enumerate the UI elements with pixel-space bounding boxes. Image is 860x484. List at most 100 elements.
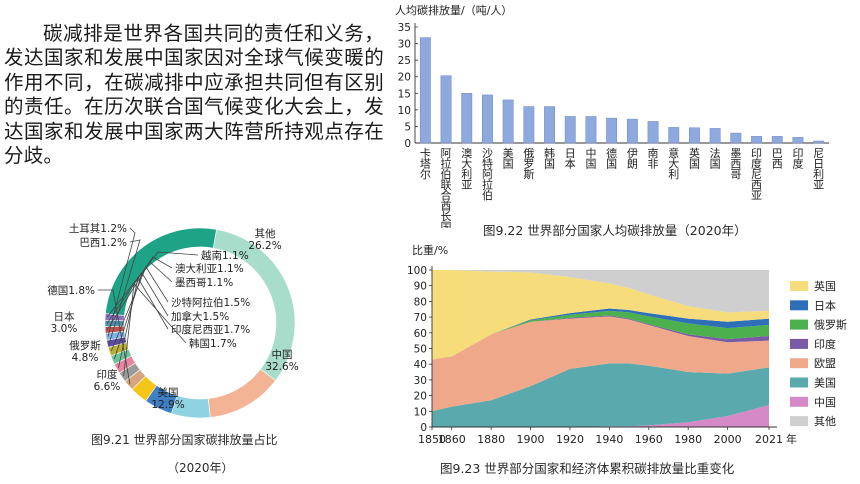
donut-chart-fig9-21: 中国 32.6% 美国 12.9% 印度 6.6% 俄罗斯 4.8% 日本 3.0% 其他 26.2%…: [47, 222, 299, 419]
bar-15: [730, 132, 742, 144]
bar-ytick-15: 15: [398, 88, 411, 100]
legend-swatch-7: [790, 416, 808, 427]
area-ytick-70: 70: [414, 312, 427, 324]
bar-xtick-17: 巴西: [772, 147, 783, 171]
label-australia-leader: [106, 256, 173, 324]
bar-10: [626, 118, 638, 144]
bar-xtick-12: 意大利: [668, 146, 679, 181]
legend-swatch-4: [790, 358, 808, 369]
area-band-5: [432, 308, 769, 360]
bar-xtick-9: 德国: [606, 146, 617, 171]
area-ytick-90: 90: [414, 281, 427, 293]
bar-7: [564, 116, 576, 144]
bar-4: [502, 99, 514, 144]
label-canada: 加拿大1.5%: [171, 310, 229, 323]
bar-ytick-20: 20: [398, 72, 411, 84]
area-xtick-1860: 1860: [438, 433, 466, 446]
label-germany-leader: [98, 289, 131, 385]
fig921-caption: 图9.21 世界部分国家碳排放量占比: [91, 433, 278, 447]
bar-19: [813, 140, 825, 144]
bar-xtick-5: 俄罗斯: [523, 147, 534, 181]
bar-xtick-1: 阿拉伯联合酋长国: [441, 147, 452, 228]
legend-swatch-5: [790, 377, 808, 388]
legend-label-3: 印度: [814, 337, 836, 351]
label-germany: 德国1.8%: [47, 284, 95, 297]
bar-xtick-0: 卡塔尔: [420, 147, 431, 181]
legend-label-2: 俄罗斯: [814, 319, 847, 332]
bar-ytick-10: 10: [398, 105, 411, 117]
area-xtick-1960: 1960: [635, 433, 663, 446]
bar-xtick-16: 印度尼西亚: [751, 147, 762, 202]
bar-16: [751, 136, 762, 144]
label-saudi-leader: [110, 266, 169, 352]
donut-slice-1: [207, 368, 276, 418]
bar-11: [647, 121, 659, 144]
label-vietnam-leader: [106, 251, 199, 318]
area-band-6: [432, 270, 769, 360]
area-ytick-0: 0: [420, 422, 427, 434]
area-ytick-50: 50: [414, 344, 427, 356]
label-russia: 俄罗斯 4.8%: [69, 339, 101, 364]
label-vietnam: 越南1.1%: [201, 249, 249, 262]
bar-xtick-14: 法国: [710, 146, 721, 171]
area-band-1: [432, 363, 769, 427]
area-xtick-1880: 1880: [477, 433, 505, 446]
bar-xtick-11: 南非: [648, 147, 659, 171]
label-canada-leader: [113, 272, 169, 360]
label-japan: 日本 3.0%: [51, 310, 78, 335]
bar-xtick-3: 沙特阿拉伯: [482, 147, 493, 202]
area-ylabel: 比重/%: [412, 243, 448, 257]
bar-xtick-15: 墨西哥: [730, 147, 741, 181]
area-xtick-2000: 2000: [714, 433, 742, 446]
bar-xtick-2: 澳大利亚: [461, 147, 472, 192]
fig923-caption: 图9.23 世界部分国家和经济体累积碳排放量比重变化: [440, 461, 735, 476]
bar-0: [419, 37, 431, 144]
area-ytick-80: 80: [414, 296, 427, 308]
label-turkey-leader: [107, 227, 136, 337]
bar-2: [461, 93, 473, 144]
area-ytick-60: 60: [414, 328, 427, 340]
area-ytick-10: 10: [414, 406, 427, 418]
legend-label-4: 欧盟: [814, 357, 836, 370]
bar-3: [482, 94, 493, 144]
area-xtick-2021: 2021: [755, 433, 783, 446]
label-indonesia: 印度尼西亚1.7%: [171, 323, 250, 336]
label-india: 印度 6.6%: [94, 368, 121, 393]
bar-6: [544, 106, 555, 144]
fig921-caption-year: （2020年）: [167, 461, 234, 475]
bar-xtick-10: 伊朗: [627, 147, 638, 171]
bar-chart-fig9-22: 人均碳排放量/（吨/人） 0 5 10 15 20 25 30 35 卡塔尔阿拉伯联合酋长国澳大利…: [395, 3, 829, 228]
label-turkey: 土耳其1.2%: [69, 222, 127, 235]
intro-paragraph: 碳减排是世界各国共同的责任和义务，发达国家和发展中国家因对全球气候变暖的作用不同…: [4, 22, 384, 168]
label-mexico: 墨西哥1.1%: [175, 277, 233, 289]
bar-9: [606, 117, 618, 144]
bar-ytick-30: 30: [398, 39, 411, 51]
area-xtick-1850: 1850: [418, 433, 446, 446]
area-xtick-1920: 1920: [556, 433, 584, 446]
bar-xtick-13: 英国: [689, 146, 700, 171]
legend-swatch-2: [790, 319, 808, 330]
bar-xtick-19: 尼日利亚: [813, 147, 824, 192]
bar-18: [792, 137, 804, 144]
bar-ytick-25: 25: [398, 55, 411, 67]
legend-swatch-3: [790, 338, 808, 349]
legend-swatch-1: [790, 300, 808, 311]
label-indonesia-leader: [118, 276, 169, 368]
area-ytick-100: 100: [407, 265, 427, 277]
bar-5: [523, 106, 535, 144]
legend-label-7: 其他: [814, 415, 836, 428]
label-korea: 韩国1.7%: [189, 337, 237, 350]
label-saudi: 沙特阿拉伯1.5%: [171, 296, 250, 309]
area-xtick-1940: 1940: [595, 433, 623, 446]
area-xtick-1980: 1980: [674, 433, 702, 446]
bar-ytick-0: 0: [404, 138, 411, 150]
legend-label-1: 日本: [814, 298, 836, 312]
fig922-caption: 图9.22 世界部分国家人均碳排放量（2020年）: [483, 223, 747, 238]
label-other: 其他 26.2%: [248, 227, 281, 252]
bar-17: [771, 136, 783, 144]
legend-label-5: 美国: [814, 377, 836, 390]
label-australia: 澳大利亚1.1%: [175, 262, 244, 275]
bar-xtick-4: 美国: [503, 147, 514, 171]
area-ytick-30: 30: [414, 375, 427, 387]
